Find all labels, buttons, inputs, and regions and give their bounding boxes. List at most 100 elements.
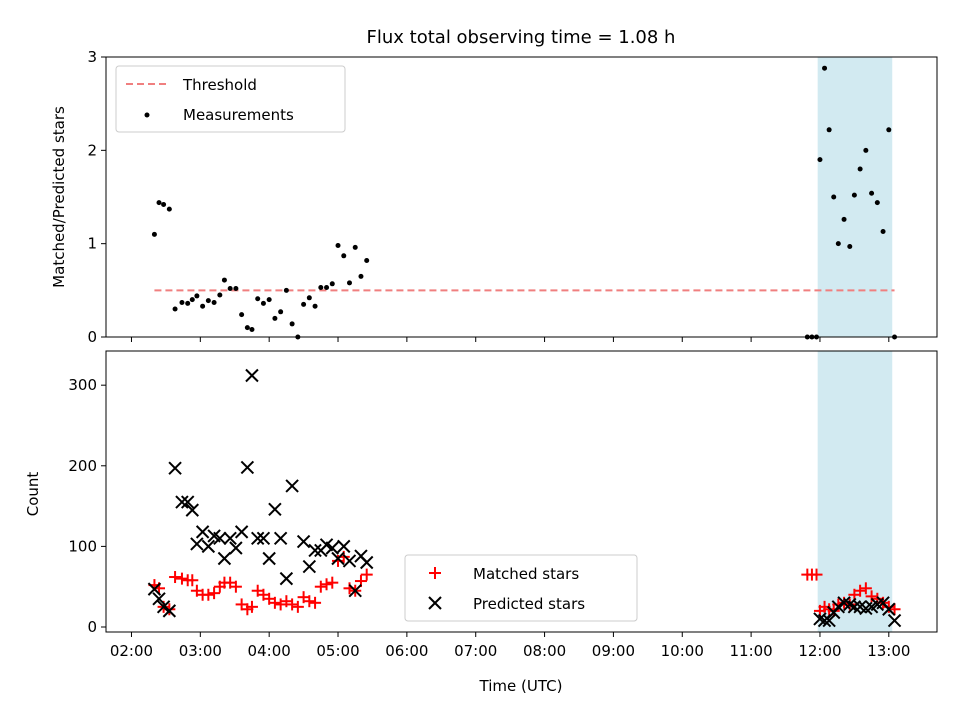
- predicted-star-point: [302, 559, 317, 574]
- predicted-star-mark-b: [185, 503, 199, 517]
- bottom-y-tick-label: 300: [68, 376, 97, 394]
- predicted-star-mark-b: [217, 551, 232, 566]
- measurement-point: [324, 285, 330, 291]
- bottom-y-tick-label: 100: [68, 537, 97, 555]
- predicted-star-mark-b: [223, 531, 237, 546]
- predicted-star-mark-b: [331, 551, 345, 566]
- measurement-point: [318, 285, 324, 291]
- measurement-point: [233, 285, 239, 291]
- matched-star-point: [229, 580, 242, 593]
- bottom-x-tick-label: 07:00: [454, 642, 497, 660]
- predicted-star-mark-b: [190, 537, 204, 551]
- predicted-star-point: [223, 531, 237, 546]
- measurement-point: [266, 297, 272, 303]
- predicted-star-mark-b: [831, 600, 846, 614]
- measurement-point: [857, 166, 863, 172]
- predicted-star-point: [250, 531, 265, 546]
- matched-star-point: [286, 598, 299, 611]
- predicted-star-point: [256, 531, 271, 546]
- matched-star-point: [320, 578, 333, 591]
- predicted-star-mark-b: [348, 584, 362, 598]
- measurement-point: [260, 300, 266, 306]
- predicted-star-mark-b: [342, 554, 357, 568]
- bottom-points-group: [147, 368, 902, 628]
- predicted-star-mark-b: [325, 541, 339, 555]
- predicted-star-mark-b: [180, 495, 195, 509]
- matched-star-point: [202, 588, 215, 601]
- predicted-star-mark-b: [262, 551, 276, 566]
- predicted-star-mark-b: [245, 368, 259, 383]
- legend-measurements-swatch: [144, 112, 150, 118]
- predicted-star-point: [213, 531, 227, 546]
- measurement-point: [874, 200, 880, 206]
- measurement-point: [255, 296, 261, 302]
- measurement-point: [329, 281, 335, 287]
- measurement-point: [880, 229, 886, 235]
- matched-star-point: [268, 596, 281, 609]
- predicted-star-point: [180, 495, 195, 509]
- predicted-star-mark-b: [285, 479, 299, 493]
- measurement-point: [194, 293, 200, 299]
- bottom-legend: Matched stars Predicted stars: [404, 554, 638, 622]
- measurement-point: [863, 147, 869, 153]
- predicted-star-point: [822, 613, 836, 628]
- predicted-star-mark-b: [201, 539, 216, 554]
- bottom-x-tick-label: 06:00: [385, 642, 428, 660]
- matched-star-point: [326, 576, 339, 589]
- predicted-star-point: [229, 541, 243, 555]
- measurement-point: [352, 244, 358, 250]
- measurement-point: [312, 303, 318, 309]
- measurement-point: [835, 241, 841, 247]
- predicted-star-point: [325, 541, 339, 555]
- measurement-point: [211, 299, 217, 305]
- predicted-star-point: [342, 554, 357, 568]
- predicted-star-point: [359, 555, 374, 570]
- predicted-star-point: [279, 571, 294, 586]
- predicted-star-mark-b: [213, 531, 227, 546]
- predicted-star-mark-b: [296, 534, 311, 549]
- predicted-star-mark-b: [853, 600, 867, 614]
- bottom-x-tick-label: 11:00: [729, 642, 772, 660]
- bottom-x-tick-label: 02:00: [110, 642, 153, 660]
- top-y-tick-label: 3: [87, 48, 97, 66]
- predicted-star-mark-b: [837, 596, 851, 610]
- measurement-point: [272, 315, 278, 321]
- matched-star-point: [309, 596, 322, 609]
- bottom-x-tick-label: 12:00: [798, 642, 841, 660]
- bottom-x-tick-label: 09:00: [592, 642, 635, 660]
- predicted-star-point: [147, 582, 162, 596]
- predicted-star-point: [285, 479, 299, 493]
- predicted-star-point: [331, 551, 345, 566]
- predicted-star-point: [245, 368, 259, 383]
- measurement-point: [358, 273, 364, 279]
- measurement-point: [847, 243, 853, 249]
- measurement-point: [185, 300, 191, 306]
- measurement-point: [851, 192, 857, 198]
- predicted-star-mark-b: [308, 543, 322, 558]
- predicted-star-mark-b: [162, 604, 177, 618]
- measurement-point: [364, 257, 370, 263]
- bottom-y-axis-label: Count: [24, 472, 42, 517]
- predicted-star-mark-b: [279, 571, 294, 586]
- bottom-shaded-region: [817, 351, 893, 632]
- matched-star-point: [854, 584, 867, 597]
- predicted-star-point: [887, 613, 902, 628]
- predicted-star-point: [217, 551, 232, 566]
- legend-matched-swatch: [429, 567, 441, 579]
- measurement-point: [869, 190, 875, 196]
- predicted-star-point: [162, 604, 177, 618]
- legend-matched-label: Matched stars: [473, 565, 579, 583]
- bottom-x-tick-label: 10:00: [661, 642, 704, 660]
- predicted-star-point: [273, 531, 288, 546]
- matched-star-point: [169, 571, 182, 584]
- predicted-star-mark-b: [354, 549, 368, 563]
- measurement-point: [346, 280, 352, 286]
- predicted-star-point: [185, 503, 199, 517]
- predicted-star-mark-b: [240, 460, 255, 475]
- top-y-tick-label: 1: [87, 235, 97, 253]
- predicted-star-point: [348, 584, 362, 598]
- top-x-ticks: [130, 337, 890, 342]
- measurement-point: [335, 243, 341, 249]
- measurement-point: [244, 325, 250, 331]
